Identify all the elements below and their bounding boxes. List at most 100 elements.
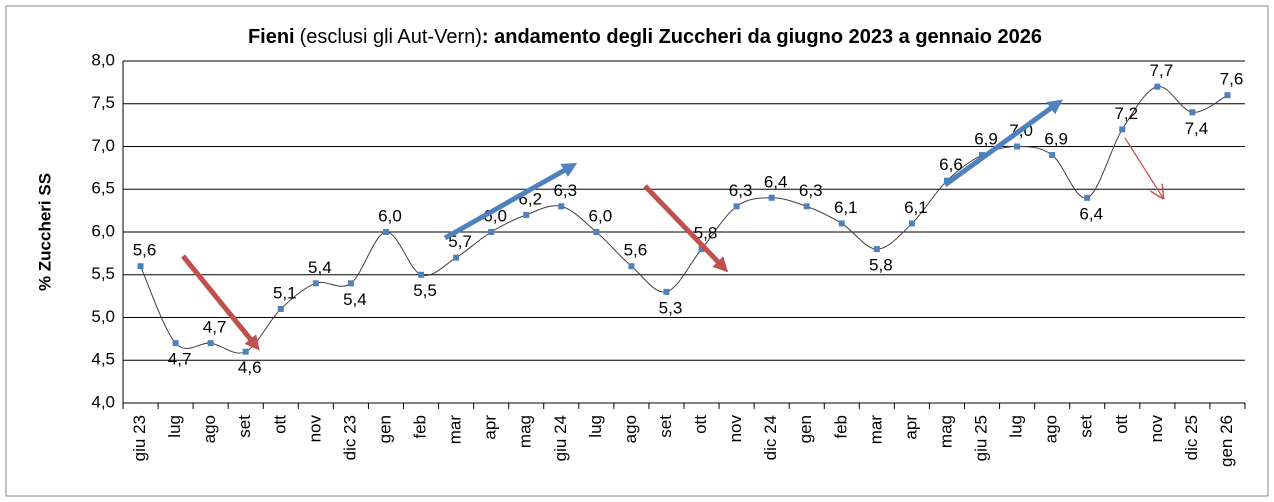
x-tick-label: feb bbox=[831, 415, 850, 439]
data-label: 5,7 bbox=[448, 232, 472, 251]
point bbox=[523, 211, 530, 218]
point bbox=[453, 254, 460, 261]
data-label: 7,2 bbox=[1114, 104, 1138, 123]
x-tick-label: nov bbox=[726, 415, 745, 443]
annotations bbox=[181, 99, 1163, 351]
point bbox=[137, 263, 144, 270]
arrow bbox=[943, 99, 1063, 188]
point bbox=[382, 229, 389, 235]
point bbox=[873, 246, 880, 253]
data-label: 6,4 bbox=[764, 172, 788, 191]
point bbox=[347, 280, 354, 287]
data-label: 5,6 bbox=[133, 241, 157, 260]
y-tick-label: 5,0 bbox=[91, 307, 115, 326]
x-tick-label: dic 25 bbox=[1182, 415, 1201, 460]
title-part: (esclusi gli Aut-Vern) bbox=[300, 26, 482, 48]
y-axis-title: % Zuccheri SS bbox=[35, 173, 54, 291]
y-tick-label: 7,0 bbox=[91, 136, 115, 155]
x-tick-label: giu 25 bbox=[972, 415, 991, 461]
data-label: 6,6 bbox=[939, 155, 963, 174]
x-tick-label: ago bbox=[200, 415, 219, 443]
data-label: 7,7 bbox=[1150, 61, 1174, 80]
x-tick-label: mag bbox=[516, 415, 535, 448]
point bbox=[172, 340, 179, 347]
point bbox=[698, 246, 705, 253]
point bbox=[1084, 194, 1091, 201]
data-label: 6,3 bbox=[553, 181, 577, 200]
x-tick-label: ott bbox=[1112, 415, 1131, 434]
x-tick-label: giu 24 bbox=[551, 415, 570, 461]
point bbox=[1224, 92, 1231, 99]
data-label: 5,1 bbox=[273, 283, 297, 302]
x-tick-label: lug bbox=[165, 415, 184, 438]
x-tick-label: lug bbox=[586, 415, 605, 438]
point bbox=[593, 229, 600, 235]
data-label: 5,3 bbox=[659, 298, 683, 317]
title-part: : andamento degli Zuccheri da giugno 202… bbox=[482, 26, 1042, 48]
data-label: 6,3 bbox=[729, 181, 753, 200]
y-tick-label: 6,0 bbox=[91, 221, 115, 240]
data-label: 6,1 bbox=[904, 198, 928, 217]
arrow bbox=[1124, 137, 1163, 198]
x-tick-label: lug bbox=[1007, 415, 1026, 438]
x-tick-label: gen bbox=[375, 415, 394, 443]
x-tick-label: ott bbox=[270, 415, 289, 434]
data-label: 6,9 bbox=[974, 130, 998, 149]
point bbox=[312, 280, 319, 287]
point bbox=[803, 203, 810, 210]
x-tick-label: set bbox=[656, 415, 675, 438]
data-label: 4,7 bbox=[168, 350, 192, 369]
point bbox=[768, 194, 775, 201]
data-label: 5,5 bbox=[413, 281, 437, 300]
point bbox=[207, 340, 214, 347]
point bbox=[733, 203, 740, 210]
x-tick-label: giu 23 bbox=[130, 415, 149, 461]
point bbox=[1189, 109, 1196, 116]
point bbox=[488, 229, 495, 235]
x-tick-label: set bbox=[235, 415, 254, 438]
data-label: 7,6 bbox=[1220, 70, 1244, 89]
data-label: 6,0 bbox=[589, 206, 613, 225]
data-label: 6,4 bbox=[1079, 204, 1103, 223]
data-label: 6,1 bbox=[834, 198, 858, 217]
point bbox=[418, 271, 425, 278]
x-tick-label: mar bbox=[866, 415, 885, 445]
data-label: 4,7 bbox=[203, 318, 227, 337]
data-label: 6,0 bbox=[378, 206, 402, 225]
x-tick-label: gen bbox=[796, 415, 815, 443]
point bbox=[1119, 126, 1126, 133]
x-tick-label: set bbox=[1077, 415, 1096, 438]
y-tick-label: 7,5 bbox=[91, 93, 115, 112]
arrow bbox=[181, 254, 260, 351]
data-label: 5,8 bbox=[694, 224, 718, 243]
x-tick-label: apr bbox=[481, 415, 500, 440]
y-tick-label: 5,5 bbox=[91, 264, 115, 283]
point bbox=[242, 348, 249, 355]
x-tick-label: nov bbox=[1147, 415, 1166, 443]
x-tick-label: mag bbox=[936, 415, 955, 448]
arrow bbox=[643, 184, 729, 273]
data-label: 5,4 bbox=[343, 290, 367, 309]
y-tick-label: 4,5 bbox=[91, 350, 115, 369]
point bbox=[908, 220, 915, 227]
chart-border bbox=[5, 5, 1269, 497]
x-tick-label: mar bbox=[446, 415, 465, 445]
point bbox=[838, 220, 845, 227]
data-label: 6,3 bbox=[799, 181, 823, 200]
arrow bbox=[443, 163, 578, 241]
point bbox=[1154, 83, 1161, 90]
title-part: Fieni bbox=[248, 26, 295, 48]
point bbox=[558, 203, 565, 210]
y-tick-label: 6,5 bbox=[91, 179, 115, 198]
x-tick-label: dic 24 bbox=[761, 415, 780, 460]
x-tick-label: apr bbox=[901, 415, 920, 440]
data-label: 5,6 bbox=[624, 241, 648, 260]
x-tick-label: ago bbox=[1042, 415, 1061, 443]
x-tick-label: feb bbox=[411, 415, 430, 439]
point bbox=[663, 288, 670, 295]
chart-title: Fieni (esclusi gli Aut-Vern): andamento d… bbox=[248, 26, 1042, 48]
x-tick-label: ago bbox=[621, 415, 640, 443]
